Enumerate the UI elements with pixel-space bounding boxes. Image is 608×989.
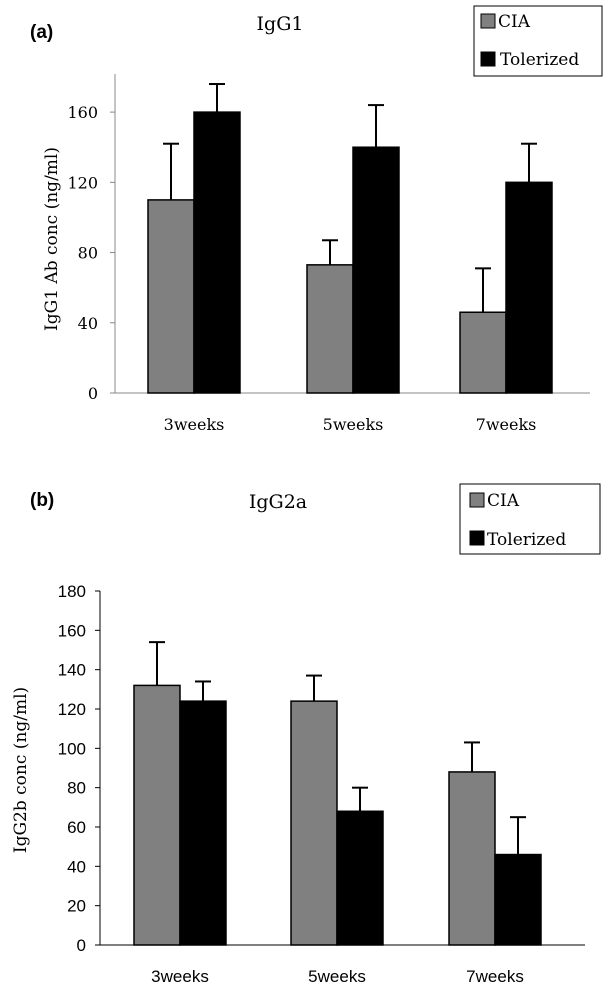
y-tick-label-b-40: 40 [67,857,86,876]
x-tick-label-b-7weeks: 7weeks [466,967,524,986]
bar-b-cia-3weeks [133,684,181,946]
legend-swatch-cia-a [480,13,496,29]
legend-label-cia-b: CIA [487,491,520,511]
legend-swatch-tolerized-a [480,51,496,67]
panel-label-b: (b) [30,490,54,511]
y-axis-label-a: IgG1 Ab conc (ng/ml) [42,147,62,331]
x-ticks-a: 3weeks 5weeks 7weeks [164,415,537,434]
bar-a-tolerized-3weeks [193,111,241,394]
bars-a [147,83,553,394]
panel-label-a: (a) [30,22,53,43]
bar-b-cia-7weeks [448,771,496,946]
legend-b: CIA Tolerized [459,483,601,555]
bar-b-tolerized-5weeks [336,810,384,946]
y-tick-label-a-0: 0 [88,384,98,403]
chart-title-b: IgG2a [249,491,307,513]
y-tick-label-b-160: 160 [58,621,86,640]
bar-a-tolerized-7weeks [505,181,553,394]
y-tick-label-a-40: 40 [78,314,98,333]
y-tick-label-b-20: 20 [67,897,86,916]
legend-swatch-cia-b [469,492,485,508]
y-axis-label-b: IgG2b conc (ng/ml) [11,687,31,853]
y-tick-label-a-80: 80 [78,244,98,263]
y-tick-label-a-160: 160 [67,103,98,122]
bar-b-cia-5weeks [290,700,338,946]
legend-label-cia-a: CIA [498,12,531,32]
y-ticks-a: 0 40 80 120 160 [67,103,115,403]
bar-a-tolerized-5weeks [352,146,400,394]
x-tick-label-a-7weeks: 7weeks [476,415,537,434]
bar-a-cia-5weeks [306,264,354,394]
y-tick-label-b-180: 180 [58,582,86,601]
legend-a: CIA Tolerized [473,5,603,77]
y-ticks-b: 0 20 40 60 80 100 120 140 160 180 [58,582,100,955]
y-tick-label-b-120: 120 [58,700,86,719]
panel-a-igg1: (a) IgG1 IgG1 Ab conc (ng/ml) CIA Toleri… [30,5,603,434]
bar-a-cia-3weeks [147,199,195,394]
legend-label-tolerized-b: Tolerized [487,530,566,550]
x-ticks-b: 3weeks 5weeks 7weeks [151,967,524,986]
panel-b-igg2a: (b) IgG2a IgG2b conc (ng/ml) CIA Toleriz… [11,483,601,986]
legend-label-tolerized-a: Tolerized [500,50,579,70]
bar-b-tolerized-3weeks [179,700,227,946]
bar-a-cia-7weeks [459,311,507,394]
y-tick-label-b-0: 0 [77,936,86,955]
y-tick-label-b-80: 80 [67,779,86,798]
chart-title-a: IgG1 [257,13,304,35]
y-tick-label-a-120: 120 [67,173,98,192]
x-tick-label-a-3weeks: 3weeks [164,415,225,434]
y-tick-label-b-60: 60 [67,818,86,837]
x-tick-label-a-5weeks: 5weeks [323,415,384,434]
y-tick-label-b-140: 140 [58,661,86,680]
bars-b [133,641,542,946]
x-tick-label-b-3weeks: 3weeks [151,967,209,986]
bar-b-tolerized-7weeks [494,853,542,946]
legend-swatch-tolerized-b [469,530,485,546]
y-tick-label-b-100: 100 [58,739,86,758]
x-tick-label-b-5weeks: 5weeks [308,967,366,986]
